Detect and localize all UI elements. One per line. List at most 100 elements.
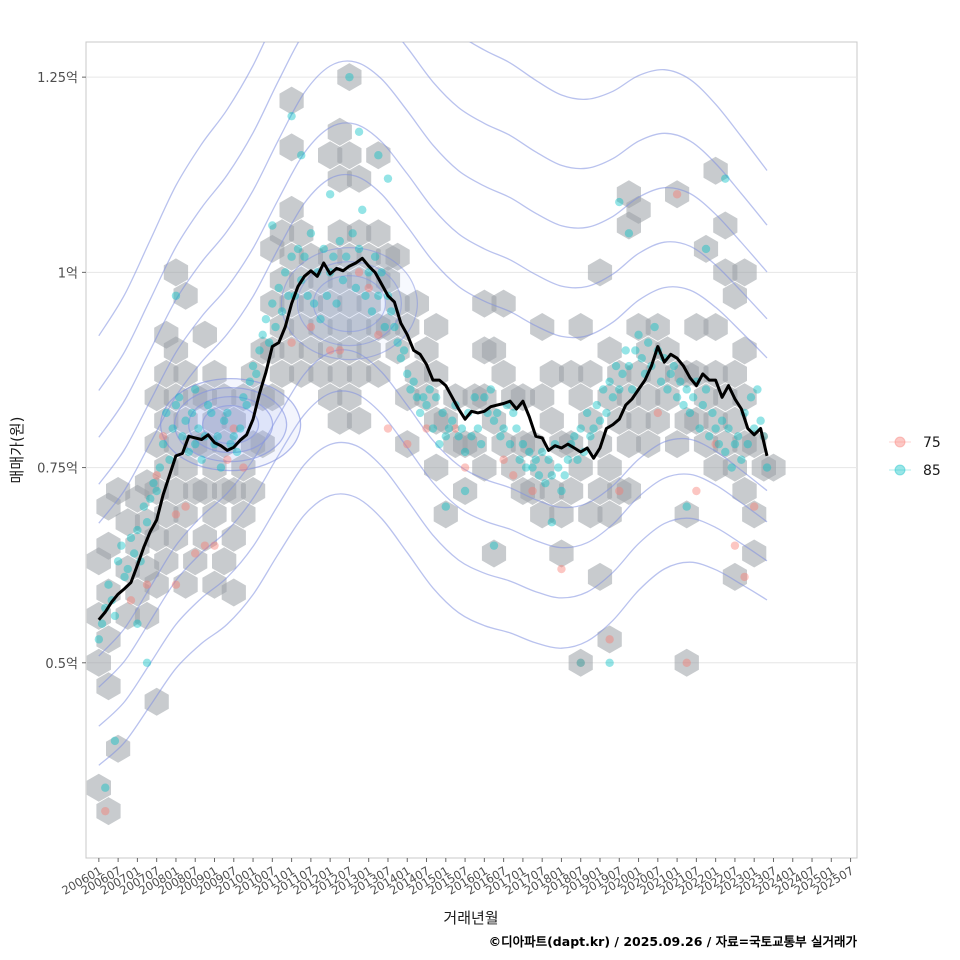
scatter-point-85 [258, 330, 267, 340]
scatter-point-85 [685, 408, 695, 418]
density-contour-ring [296, 260, 403, 347]
scatter-point-85 [547, 518, 557, 527]
scatter-point-85 [621, 346, 630, 355]
scatter-point-85 [325, 190, 335, 199]
scatter-point-85 [374, 151, 383, 160]
scatter-point-85 [682, 385, 691, 394]
hex-bin [279, 86, 304, 115]
scatter-point-85 [444, 424, 454, 433]
hex-bin [385, 242, 410, 271]
hex-bin [433, 500, 458, 529]
hex-bin [616, 383, 641, 412]
hex-bin [539, 406, 564, 435]
scatter-point-75 [576, 658, 585, 667]
scatter-point-85 [515, 455, 524, 464]
legend-label-75: 75 [923, 435, 941, 451]
scatter-point-75 [142, 580, 152, 589]
hex-bin [481, 539, 507, 568]
density-contour-ring [159, 377, 302, 472]
hex-bin [86, 773, 111, 802]
hex-bin [655, 383, 680, 412]
scatter-point-75 [325, 346, 335, 355]
hex-bin [327, 313, 352, 341]
scatter-point-85 [435, 439, 444, 449]
y-tick-label: 0.5억 [45, 657, 78, 672]
hex-bin [616, 477, 641, 505]
hex-bin [626, 406, 651, 435]
hex-bin [626, 195, 651, 224]
scatter-point-85 [438, 408, 447, 418]
scatter-point-85 [110, 611, 120, 621]
scatter-point-85 [142, 658, 152, 667]
hex-bin [453, 477, 478, 505]
scatter-point-85 [721, 447, 730, 457]
scatter-point-85 [129, 549, 139, 558]
scatter-point-85 [158, 439, 168, 449]
scatter-point-85 [460, 447, 470, 457]
scatter-point-85 [236, 424, 245, 433]
scatter-point-85 [322, 291, 332, 300]
hex-bin [327, 219, 352, 248]
scatter-point-85 [393, 338, 402, 347]
hex-bin [385, 336, 410, 365]
hex-bin [693, 430, 719, 459]
hex-bin [115, 601, 140, 630]
scatter-point-85 [139, 502, 149, 511]
hex-bin [761, 453, 786, 482]
scatter-point-75 [711, 439, 720, 449]
legend-key-85 [894, 464, 906, 476]
y-tick-label: 1.25억 [37, 71, 78, 86]
scatter-point-85 [528, 463, 537, 472]
hex-bin [173, 500, 198, 529]
scatter-points [94, 72, 772, 816]
scatter-point-85 [287, 111, 296, 121]
hex-bin [96, 625, 121, 654]
hex-bin [240, 359, 266, 388]
scatter-point-85 [255, 346, 264, 355]
scatter-point-85 [698, 400, 707, 410]
hex-bin [279, 336, 304, 365]
scatter-point-75 [692, 486, 701, 496]
hex-bin [298, 289, 323, 318]
scatter-point-85 [637, 354, 646, 363]
scatter-point-85 [219, 416, 229, 425]
hex-bin [732, 477, 757, 505]
scatter-point-75 [615, 486, 624, 496]
hex-bin [308, 359, 333, 388]
hex-bin [742, 430, 767, 459]
scatter-point-85 [525, 447, 534, 457]
scatter-point-85 [133, 525, 142, 535]
hex-bin [346, 219, 372, 248]
hex-bin [530, 500, 555, 529]
scatter-point-85 [666, 369, 675, 379]
scatter-point-85 [120, 572, 129, 582]
legend: 75 85 [889, 435, 941, 479]
scatter-point-85 [634, 330, 643, 340]
hex-bin [231, 453, 256, 482]
density-contour-ring [201, 404, 260, 445]
y-tick-label: 1억 [58, 266, 78, 281]
hex-bin [221, 406, 246, 435]
scatter-point-85 [476, 439, 486, 449]
hex-bin [134, 601, 160, 630]
scatter-point-75 [364, 283, 373, 293]
scatter-point-85 [470, 393, 479, 402]
scatter-point-85 [711, 424, 720, 433]
hex-bin [96, 531, 121, 560]
scatter-point-75 [306, 322, 316, 332]
hex-bin [732, 258, 757, 287]
scatter-point-85 [512, 424, 521, 433]
hex-bin [366, 359, 391, 388]
hex-bin [346, 359, 372, 388]
hex-bin [231, 500, 256, 529]
scatter-point-75 [653, 408, 663, 418]
scatter-point-85 [493, 408, 502, 418]
scatter-point-85 [239, 393, 248, 402]
hex-bin [337, 383, 362, 412]
scatter-point-85 [682, 502, 691, 511]
hex-bin [491, 359, 516, 388]
scatter-point-85 [618, 369, 627, 379]
scatter-point-85 [589, 424, 598, 433]
scatter-point-85 [383, 174, 393, 183]
hex-bin [173, 281, 198, 310]
